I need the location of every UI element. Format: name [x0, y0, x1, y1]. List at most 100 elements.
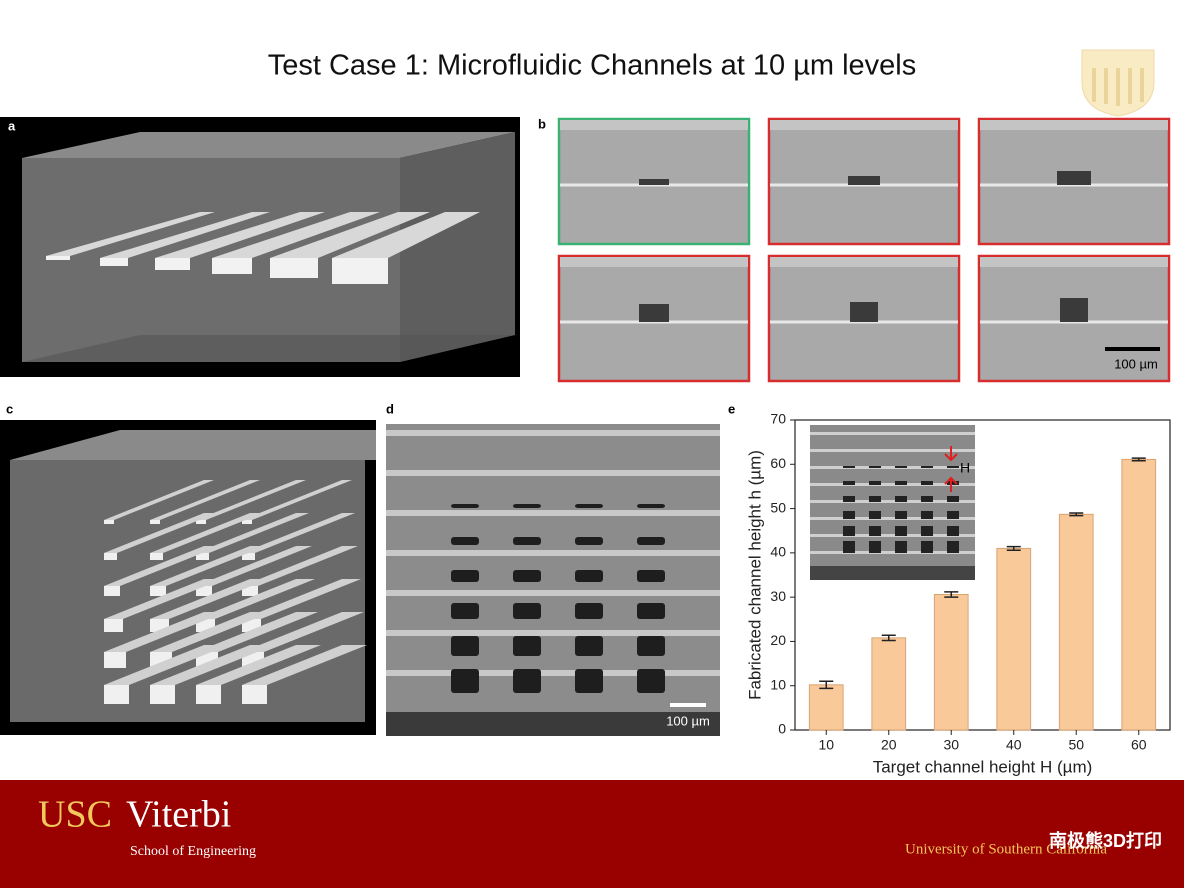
inset-channel	[947, 526, 959, 536]
beam-end	[196, 520, 206, 524]
inset-channel	[895, 496, 907, 502]
inset-channel	[843, 526, 855, 536]
beam-end	[104, 685, 129, 704]
beam-end	[242, 586, 258, 596]
sem-layer	[560, 120, 748, 130]
scale-bar	[670, 703, 706, 707]
beam	[150, 612, 272, 652]
bar	[808, 684, 844, 731]
beam-end	[150, 685, 175, 704]
beam	[242, 579, 361, 619]
panel-label: a	[8, 118, 16, 133]
panel-e: e 0 10 20 30 40 50 60 70 H 10 20 30 40 50 60 Target cha…	[728, 401, 1171, 776]
beam	[150, 513, 263, 553]
sem-channel	[639, 179, 669, 185]
error-bar	[819, 680, 834, 690]
sem-channel	[575, 504, 603, 508]
beam	[242, 480, 352, 520]
beam-end	[150, 553, 163, 560]
beam-end	[196, 586, 212, 596]
sem-channel	[513, 537, 541, 545]
sem-channel	[451, 669, 479, 693]
inset-channel	[895, 481, 907, 485]
y-tick-label: 30	[770, 588, 786, 604]
sem-channel	[637, 669, 665, 693]
inset-channel	[843, 466, 855, 468]
error-bar	[944, 591, 959, 598]
inset-channel	[921, 526, 933, 536]
bar	[871, 637, 907, 731]
sem-channel	[513, 570, 541, 582]
error-bar	[1131, 457, 1146, 462]
beam	[104, 546, 220, 586]
sem-channel	[1057, 171, 1091, 185]
panel-label: b	[538, 116, 546, 131]
beam	[150, 645, 275, 685]
panel-d: 100 µm d	[386, 401, 720, 736]
x-tick-label: 30	[943, 737, 959, 753]
inset-channel	[921, 541, 933, 553]
sem-channel	[575, 537, 603, 545]
beam	[104, 513, 217, 553]
sem-layer	[386, 590, 720, 596]
inset-channel	[843, 481, 855, 485]
inset-channel	[869, 526, 881, 536]
beam	[150, 579, 269, 619]
beam-end	[104, 619, 123, 632]
bar	[933, 593, 969, 731]
beam	[196, 612, 318, 652]
x-tick-label: 50	[1068, 737, 1084, 753]
y-tick-label: 60	[770, 455, 786, 471]
inset-channel	[869, 466, 881, 468]
sem-channel	[637, 636, 665, 656]
inset-layer	[810, 551, 975, 554]
sem-channel	[575, 570, 603, 582]
sem-layer	[386, 630, 720, 636]
sem-channel	[575, 636, 603, 656]
sem-channel	[513, 669, 541, 693]
inset-channel	[869, 511, 881, 519]
inset-layer	[810, 483, 975, 486]
sem-channel	[451, 603, 479, 619]
scale-bar-label: 100 µm	[1114, 356, 1158, 371]
inset-channel	[895, 526, 907, 536]
beam-end	[196, 685, 221, 704]
inset-layer	[810, 432, 975, 435]
sem-channel	[637, 603, 665, 619]
beam	[242, 513, 355, 553]
inset-channel	[895, 511, 907, 519]
inset-base	[810, 566, 975, 580]
sem-layer	[386, 510, 720, 516]
inset-channel	[921, 511, 933, 519]
sem-channel	[451, 504, 479, 508]
plot-frame	[794, 419, 1171, 731]
sem-layer	[386, 470, 720, 476]
inset-channel	[843, 541, 855, 553]
beam-end	[196, 553, 209, 560]
sem-layer	[386, 430, 720, 436]
inset-channel	[947, 481, 959, 485]
beam-end	[150, 520, 160, 524]
sem-channel	[451, 537, 479, 545]
beam	[242, 612, 364, 652]
inset-channel	[947, 496, 959, 502]
beam-end	[104, 553, 117, 560]
panel-label: d	[386, 401, 394, 416]
sem-layer	[560, 257, 748, 267]
sem-channel	[513, 504, 541, 508]
inset-channel	[869, 496, 881, 502]
sem-channel	[637, 537, 665, 545]
scale-bar-label: 100 µm	[666, 713, 710, 728]
inset-channel	[947, 466, 959, 468]
sem-layer	[386, 550, 720, 556]
beam	[242, 645, 367, 685]
y-tick-label: 70	[770, 411, 786, 427]
panel-label: e	[728, 401, 735, 416]
beam	[242, 546, 358, 586]
y-tick-label: 10	[770, 676, 786, 692]
y-tick-label: 20	[770, 632, 786, 648]
error-bar	[1006, 545, 1021, 551]
sem-channel	[513, 603, 541, 619]
beam-end	[150, 586, 166, 596]
sem-channel	[637, 570, 665, 582]
